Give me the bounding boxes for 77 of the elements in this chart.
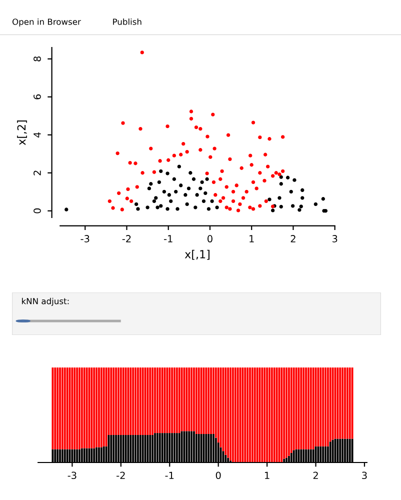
point — [314, 202, 318, 206]
point — [204, 191, 208, 196]
x-tick-label: -2 — [122, 235, 131, 242]
y-tick-label: 0 — [34, 208, 41, 214]
point — [162, 190, 166, 194]
point — [321, 197, 326, 201]
point — [159, 169, 163, 173]
point — [172, 177, 176, 181]
x-tick-label: 3 — [362, 472, 367, 480]
point — [136, 207, 140, 211]
point — [292, 178, 296, 182]
point — [184, 193, 188, 197]
point — [174, 190, 178, 194]
x-tick-label: -2 — [116, 472, 125, 479]
y-tick-label: 2 — [34, 170, 41, 176]
point — [188, 171, 192, 175]
point — [215, 206, 219, 210]
x-tick-label: 3 — [332, 235, 338, 242]
x-tick-label: 2 — [313, 472, 318, 479]
point — [268, 198, 272, 202]
point — [205, 177, 209, 181]
point — [194, 206, 198, 210]
point — [192, 177, 196, 181]
point — [154, 196, 158, 200]
point — [157, 180, 162, 184]
text: Open in Browser — [12, 18, 81, 27]
point — [147, 186, 152, 190]
point — [152, 199, 156, 204]
point — [176, 207, 180, 211]
point — [156, 206, 160, 210]
point — [195, 193, 199, 197]
point — [300, 196, 304, 200]
point — [179, 184, 183, 188]
point — [64, 208, 68, 212]
y-tick-label: 4 — [34, 132, 41, 138]
x-tick-label: -3 — [68, 472, 76, 480]
point — [279, 182, 283, 186]
point — [210, 199, 214, 204]
x-tick-label: -1 — [164, 235, 172, 242]
point — [134, 202, 138, 206]
point — [198, 186, 202, 190]
x-tick-label: 1 — [250, 235, 254, 242]
x-axis-title: x[,1] — [184, 250, 210, 260]
point — [169, 199, 173, 204]
point — [206, 207, 211, 211]
point — [185, 202, 189, 206]
point — [278, 196, 282, 200]
point — [146, 206, 150, 210]
point — [167, 193, 172, 197]
point — [200, 180, 204, 184]
point — [286, 176, 290, 180]
point — [289, 190, 293, 194]
point — [279, 204, 283, 209]
point — [299, 204, 303, 208]
point — [298, 208, 302, 212]
point — [279, 175, 283, 179]
text: kNN adjust: — [22, 298, 69, 306]
x-tick-label: 1 — [265, 472, 270, 479]
x-tick-label: -1 — [165, 472, 174, 479]
y-axis-title: x[,2] — [17, 120, 27, 146]
x-tick-label: -3 — [80, 235, 90, 242]
text: Publish — [113, 18, 142, 25]
point — [186, 186, 191, 190]
point — [290, 204, 295, 208]
x-tick-label: 2 — [290, 235, 296, 242]
y-tick-label: 8 — [34, 56, 41, 62]
y-tick-label: 6 — [34, 94, 41, 100]
point — [202, 199, 206, 204]
point — [149, 182, 153, 186]
point — [177, 164, 182, 168]
point — [166, 172, 170, 176]
point — [300, 188, 304, 192]
point — [166, 207, 170, 211]
point — [159, 204, 163, 208]
point — [270, 208, 275, 212]
x-tick-label: 0 — [208, 235, 212, 242]
x-tick-label: 0 — [216, 472, 221, 480]
